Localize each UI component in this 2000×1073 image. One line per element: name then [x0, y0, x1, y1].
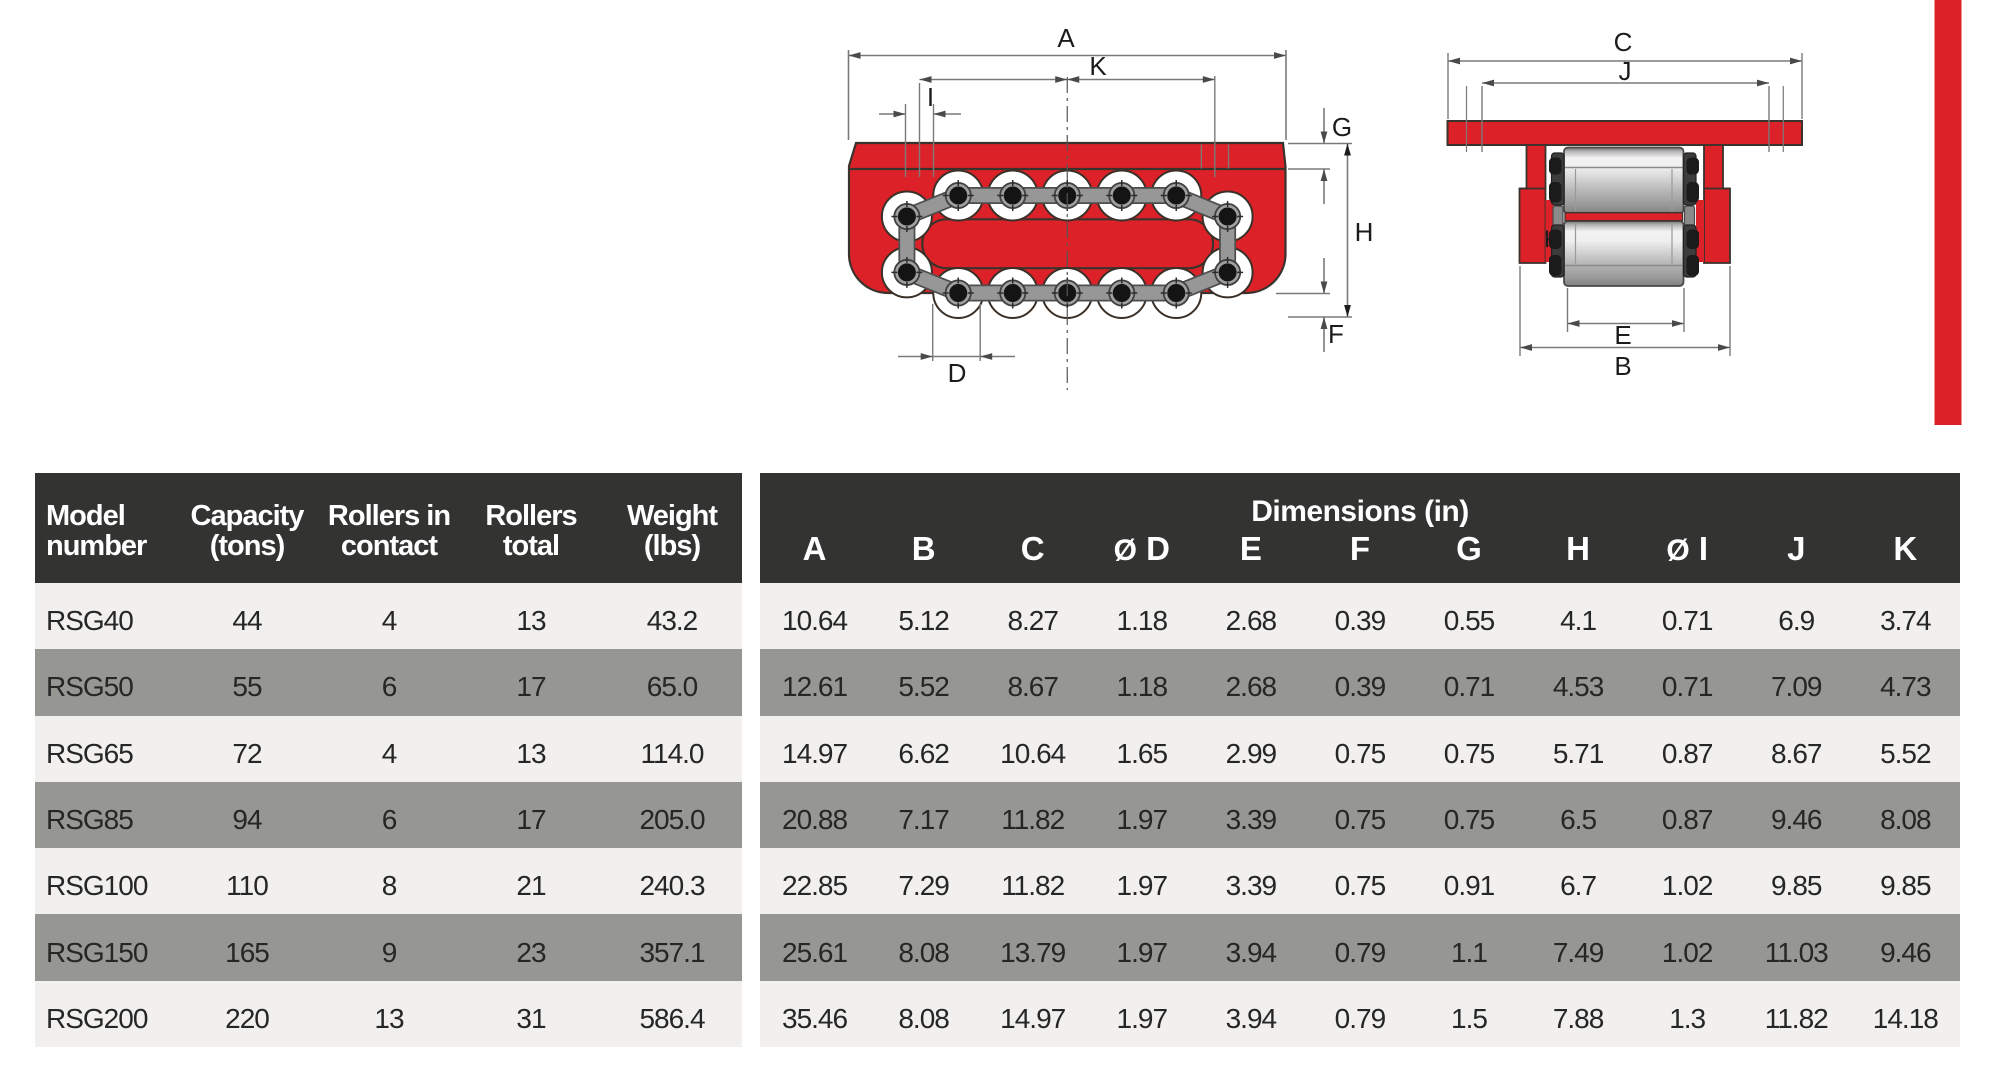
svg-text:K: K [1544, 226, 1560, 253]
svg-text:K: K [1089, 51, 1107, 81]
svg-text:E: E [1614, 320, 1631, 350]
svg-text:F: F [1328, 319, 1344, 349]
svg-text:H: H [1355, 217, 1374, 247]
svg-text:C: C [1614, 27, 1633, 57]
svg-text:J: J [1619, 56, 1632, 86]
svg-text:G: G [1332, 112, 1352, 142]
svg-text:I: I [927, 82, 934, 112]
svg-text:D: D [948, 358, 967, 388]
svg-text:B: B [1614, 351, 1631, 381]
svg-text:A: A [1057, 23, 1075, 53]
